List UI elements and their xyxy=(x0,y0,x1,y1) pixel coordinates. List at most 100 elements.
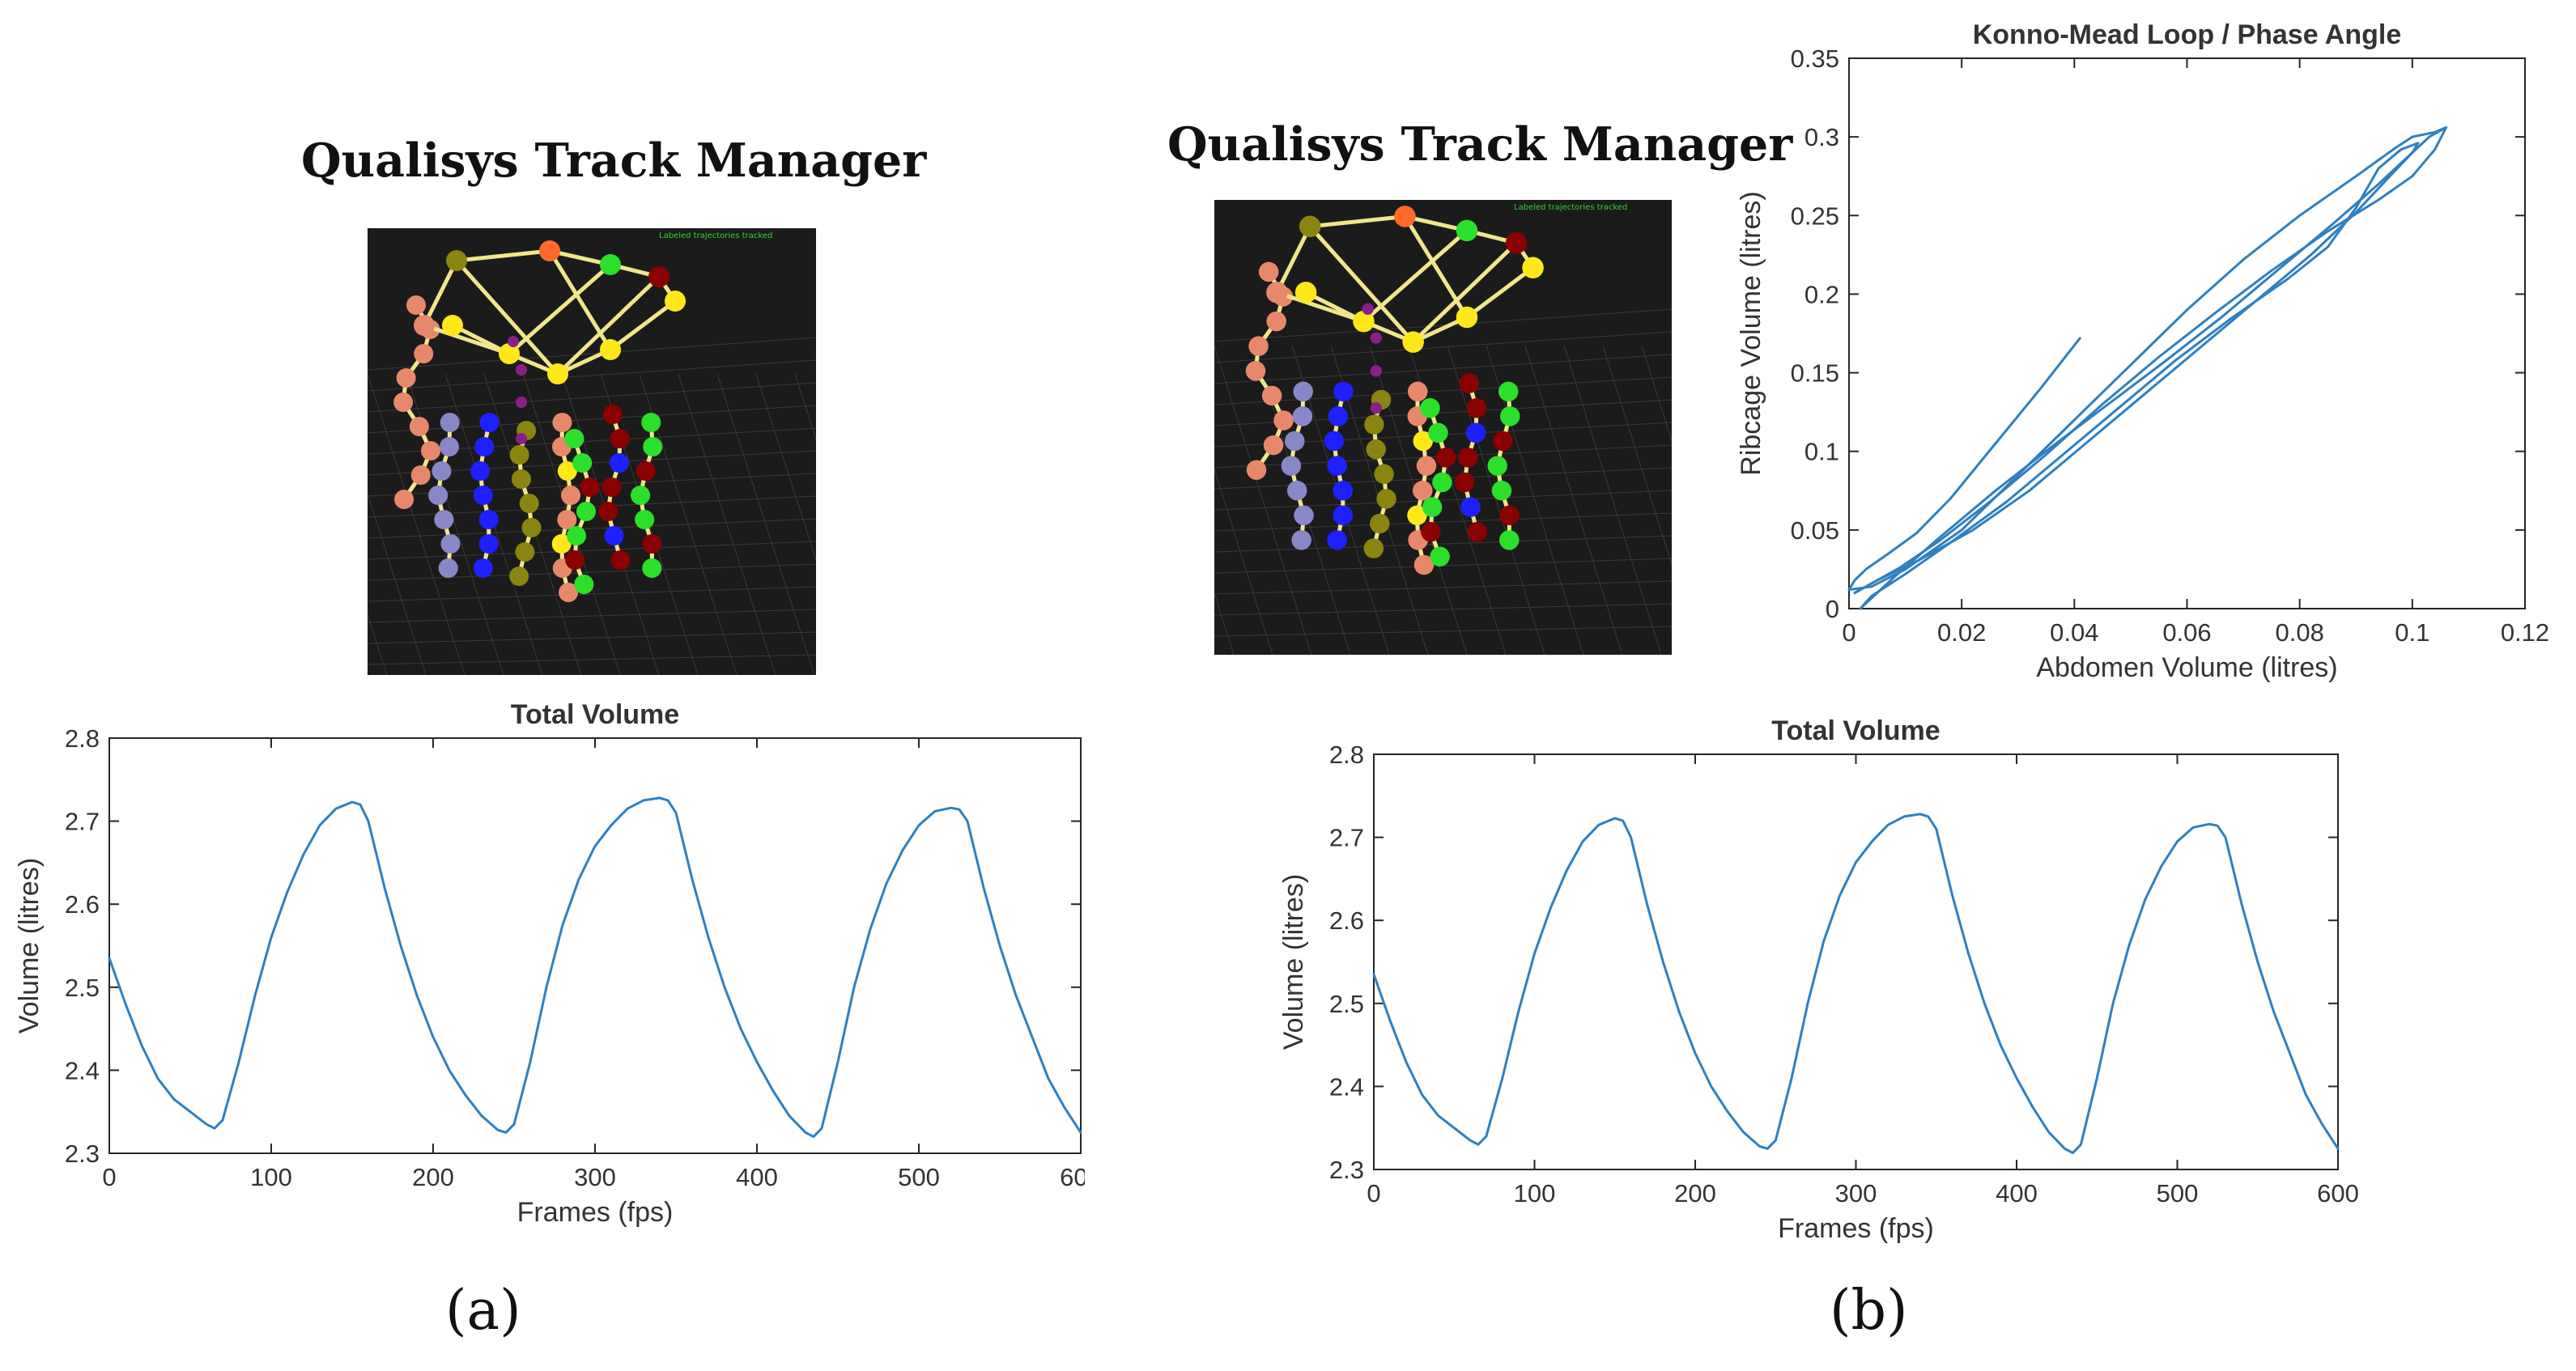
tracked-marker xyxy=(610,429,630,448)
tracked-marker xyxy=(1420,397,1440,418)
tracked-marker xyxy=(1402,331,1424,353)
tracked-marker xyxy=(1324,431,1345,452)
tracked-marker xyxy=(1294,282,1317,303)
tracked-marker xyxy=(1394,206,1416,227)
tracked-marker xyxy=(1353,310,1375,333)
tracked-marker xyxy=(470,461,491,481)
tracked-marker xyxy=(446,250,467,271)
marker-link xyxy=(1275,214,1536,345)
tracked-marker xyxy=(511,469,531,489)
y-tick-label: 0.3 xyxy=(1804,123,1839,151)
floor-grid-line xyxy=(1214,490,1672,511)
x-axis-label: Frames (fps) xyxy=(1778,1213,1934,1244)
tracked-marker xyxy=(1291,530,1311,550)
panel-label-b: (b) xyxy=(1830,1279,1908,1343)
y-tick-label: 2.3 xyxy=(65,1140,100,1168)
tracked-marker xyxy=(1285,431,1305,452)
tracked-marker xyxy=(1370,365,1382,377)
tracked-marker xyxy=(1293,381,1313,402)
tracked-marker xyxy=(601,478,622,497)
y-tick-label: 0.1 xyxy=(1804,438,1839,466)
y-tick-label: 0.2 xyxy=(1804,280,1839,308)
y-tick-label: 2.7 xyxy=(65,808,100,836)
x-tick-label: 0.08 xyxy=(2275,618,2323,647)
tracked-marker xyxy=(574,575,594,594)
tracked-marker xyxy=(428,486,448,505)
tracked-marker xyxy=(1432,472,1452,493)
tracked-marker xyxy=(1456,219,1478,242)
qtm-scene-b xyxy=(1214,206,1672,655)
tracked-marker xyxy=(474,437,495,456)
floor-grid-line xyxy=(794,373,816,441)
tracked-marker xyxy=(635,461,656,481)
tracked-marker xyxy=(559,583,579,602)
konno-mead-chart: Konno-Mead Loop / Phase Angle 0 0.02 0.04 0.… xyxy=(1736,19,2549,683)
tracked-marker xyxy=(1435,448,1456,468)
tracked-marker xyxy=(600,339,621,360)
tracked-marker xyxy=(1460,497,1481,517)
tracked-marker xyxy=(1245,361,1266,381)
tracked-marker xyxy=(442,315,463,336)
tracked-marker xyxy=(478,510,499,529)
tracked-marker xyxy=(478,534,499,554)
tracked-marker xyxy=(438,558,458,578)
series-line-2 xyxy=(1853,126,2448,595)
tracked-marker xyxy=(1467,521,1487,542)
tracked-marker xyxy=(604,526,624,545)
y-tick-label: 2.8 xyxy=(1329,741,1364,769)
y-tick-label: 2.5 xyxy=(65,974,100,1002)
tracked-marker xyxy=(1266,311,1286,332)
floor-grid-line xyxy=(368,518,816,539)
y-axis-label: Volume (litres) xyxy=(1279,874,1309,1050)
tracked-marker xyxy=(1422,497,1443,517)
floor-grid-line xyxy=(1214,345,1312,655)
y-axis-label: Volume (litres) xyxy=(16,858,45,1034)
tracked-marker xyxy=(1299,215,1321,238)
y-tick-label: 0.35 xyxy=(1791,45,1839,73)
y-tick-label: 2.4 xyxy=(1329,1072,1364,1101)
tracked-marker xyxy=(580,478,600,497)
tracked-marker xyxy=(1413,554,1435,575)
y-tick-label: 0.25 xyxy=(1791,202,1839,230)
tracked-marker xyxy=(572,453,593,473)
tracked-marker xyxy=(598,502,618,521)
x-tick-label: 500 xyxy=(898,1163,940,1191)
qtm-scene-a xyxy=(368,240,816,675)
y-tick-label: 0.15 xyxy=(1791,359,1839,388)
tracked-marker xyxy=(552,413,572,432)
x-tick-label: 100 xyxy=(250,1163,292,1191)
tracked-marker xyxy=(515,542,535,562)
chart-title: Total Volume xyxy=(1771,715,1940,746)
series-line-1 xyxy=(1372,813,2340,1154)
tracked-marker xyxy=(1458,448,1478,468)
tracked-marker xyxy=(508,336,519,347)
floor-grid-line xyxy=(1641,345,1672,443)
tracked-marker xyxy=(1294,505,1314,525)
tracked-marker xyxy=(1505,231,1528,254)
tracked-marker xyxy=(439,437,459,456)
tracked-marker xyxy=(564,429,584,448)
floor-grid-line xyxy=(368,631,816,644)
floor-grid-line xyxy=(1602,345,1672,567)
tracked-marker xyxy=(1498,381,1519,402)
tracked-marker xyxy=(516,364,527,376)
y-tick-label: 2.7 xyxy=(1329,824,1364,852)
x-axis-label: Abdomen Volume (litres) xyxy=(2036,652,2337,683)
floor-grid-line xyxy=(1214,591,1235,655)
floor-grid-line xyxy=(368,373,465,675)
floor-grid-line xyxy=(1214,468,1273,655)
floor-grid-line xyxy=(368,337,816,371)
tracked-marker xyxy=(431,461,452,481)
tracked-marker xyxy=(1266,282,1288,303)
series-line-1 xyxy=(108,796,1082,1138)
floor-grid-line xyxy=(368,493,427,675)
tracked-marker xyxy=(567,526,587,545)
chart-title: Konno-Mead Loop / Phase Angle xyxy=(1973,19,2402,50)
x-tick-label: 500 xyxy=(2157,1179,2199,1208)
series-line-5 xyxy=(1859,126,2448,610)
tracked-marker xyxy=(1430,546,1450,567)
y-tick-label: 0 xyxy=(1826,595,1839,623)
tracked-marker xyxy=(393,393,414,412)
x-tick-label: 400 xyxy=(736,1163,778,1191)
floor-grid-line xyxy=(1214,331,1672,363)
